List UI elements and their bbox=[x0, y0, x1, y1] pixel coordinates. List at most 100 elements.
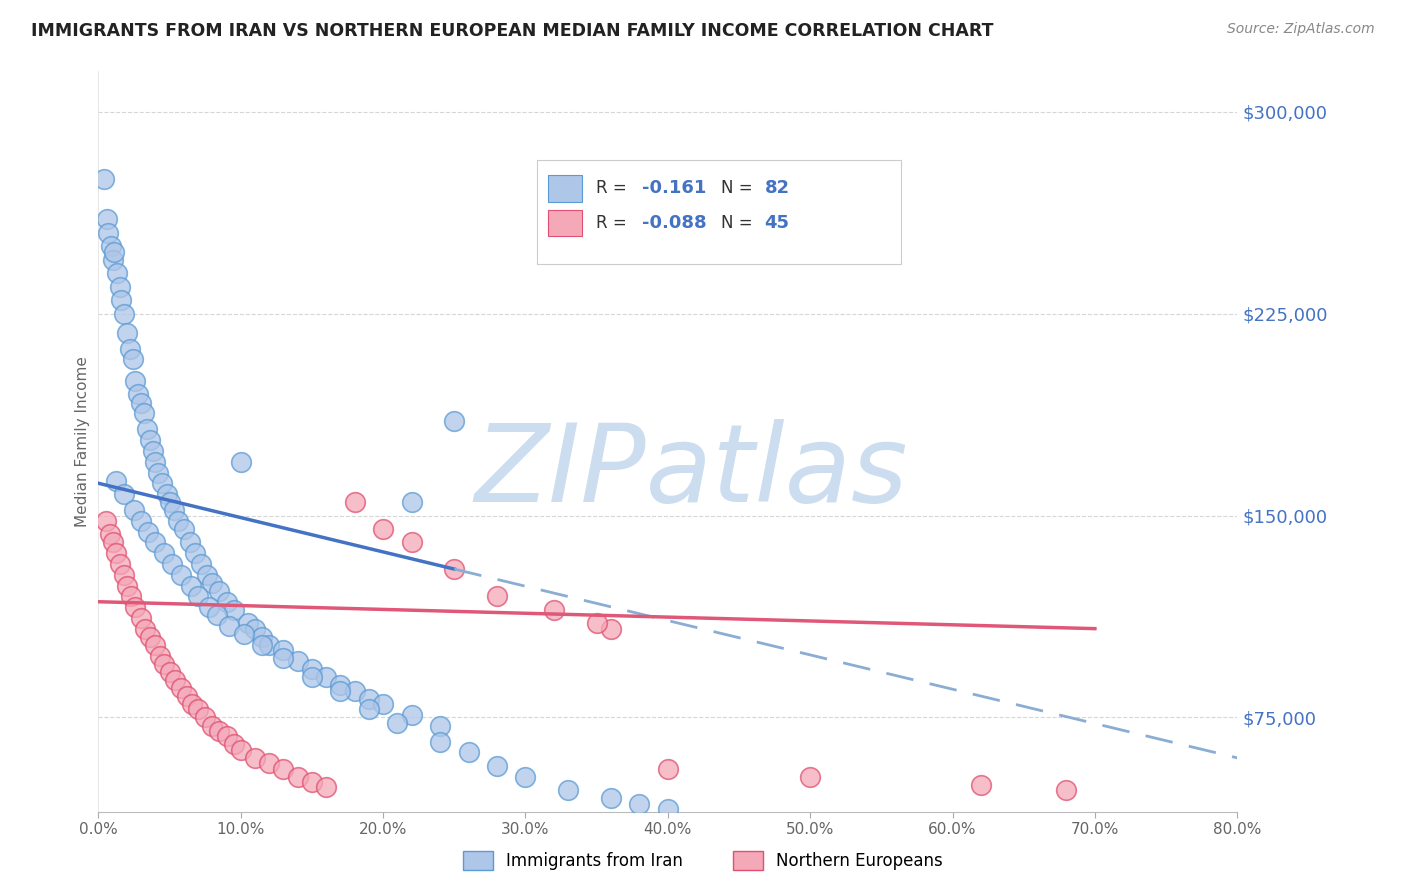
Bar bbox=[537, 161, 901, 264]
Point bbox=[115, 326, 138, 340]
Point bbox=[600, 791, 623, 805]
Point bbox=[486, 759, 509, 773]
Point bbox=[110, 293, 132, 308]
Point bbox=[159, 495, 181, 509]
Point bbox=[222, 738, 245, 752]
Point bbox=[401, 535, 423, 549]
Point bbox=[799, 770, 821, 784]
Point bbox=[208, 584, 231, 599]
Point bbox=[129, 514, 152, 528]
Point bbox=[127, 387, 149, 401]
Point bbox=[250, 630, 273, 644]
Bar bbox=[548, 210, 582, 236]
Point bbox=[229, 455, 252, 469]
Point bbox=[329, 678, 352, 692]
Point bbox=[315, 670, 337, 684]
Point bbox=[401, 495, 423, 509]
Point bbox=[101, 535, 124, 549]
Text: R =: R = bbox=[596, 179, 633, 197]
Point bbox=[170, 567, 193, 582]
Text: N =: N = bbox=[721, 179, 758, 197]
Point bbox=[215, 595, 238, 609]
Point bbox=[159, 665, 181, 679]
Point bbox=[273, 762, 295, 776]
Point bbox=[208, 723, 231, 738]
Point bbox=[138, 433, 160, 447]
Point bbox=[152, 476, 174, 491]
Point bbox=[170, 681, 193, 695]
Point bbox=[181, 697, 204, 711]
Point bbox=[357, 702, 380, 716]
Text: IMMIGRANTS FROM IRAN VS NORTHERN EUROPEAN MEDIAN FAMILY INCOME CORRELATION CHART: IMMIGRANTS FROM IRAN VS NORTHERN EUROPEA… bbox=[31, 22, 994, 40]
Point bbox=[104, 474, 127, 488]
Point bbox=[98, 527, 121, 541]
Point bbox=[515, 770, 537, 784]
Point bbox=[201, 575, 224, 590]
Point bbox=[149, 648, 172, 663]
Point bbox=[134, 622, 156, 636]
Point bbox=[148, 466, 170, 480]
Point bbox=[187, 702, 209, 716]
Point bbox=[443, 414, 465, 428]
Point bbox=[443, 562, 465, 576]
Point bbox=[145, 535, 167, 549]
Text: -0.088: -0.088 bbox=[641, 214, 706, 232]
Point bbox=[162, 557, 184, 571]
Point bbox=[243, 751, 266, 765]
Point bbox=[122, 503, 145, 517]
Point bbox=[557, 783, 579, 797]
Point bbox=[250, 638, 273, 652]
Point bbox=[190, 557, 212, 571]
Point bbox=[273, 643, 295, 657]
Point bbox=[129, 395, 152, 409]
Point bbox=[585, 616, 607, 631]
Point bbox=[232, 627, 254, 641]
Point bbox=[205, 608, 228, 623]
Point bbox=[543, 603, 565, 617]
Point bbox=[343, 495, 366, 509]
Point bbox=[124, 374, 146, 388]
Point bbox=[371, 697, 394, 711]
Point bbox=[141, 444, 163, 458]
Point bbox=[184, 546, 207, 560]
Point bbox=[222, 603, 245, 617]
Point bbox=[108, 279, 131, 293]
Point bbox=[187, 590, 209, 604]
Text: 45: 45 bbox=[765, 214, 790, 232]
Point bbox=[112, 487, 135, 501]
Point bbox=[259, 638, 281, 652]
Point bbox=[236, 616, 259, 631]
Point bbox=[97, 226, 120, 240]
Point bbox=[273, 651, 295, 665]
Text: ZIPatlas: ZIPatlas bbox=[474, 418, 907, 524]
Point bbox=[198, 600, 221, 615]
Point bbox=[657, 762, 679, 776]
Point bbox=[287, 770, 309, 784]
Point bbox=[287, 654, 309, 668]
Point bbox=[153, 546, 176, 560]
Point bbox=[180, 578, 202, 592]
Point bbox=[132, 406, 155, 420]
Point bbox=[329, 683, 352, 698]
Legend: Immigrants from Iran, Northern Europeans: Immigrants from Iran, Northern Europeans bbox=[456, 844, 950, 877]
Y-axis label: Median Family Income: Median Family Income bbox=[75, 356, 90, 527]
Point bbox=[96, 212, 118, 227]
Point bbox=[108, 557, 131, 571]
Point bbox=[121, 352, 143, 367]
Point bbox=[112, 307, 135, 321]
Point bbox=[115, 578, 138, 592]
Point bbox=[357, 691, 380, 706]
Point bbox=[156, 487, 179, 501]
Text: N =: N = bbox=[721, 214, 758, 232]
Point bbox=[135, 422, 157, 436]
Point bbox=[301, 662, 323, 676]
Point bbox=[173, 522, 195, 536]
Point bbox=[105, 266, 128, 280]
Point bbox=[118, 342, 141, 356]
Point bbox=[100, 239, 122, 253]
Point bbox=[167, 514, 190, 528]
Point bbox=[145, 638, 167, 652]
Point bbox=[343, 683, 366, 698]
Point bbox=[201, 718, 224, 732]
Point bbox=[628, 797, 651, 811]
